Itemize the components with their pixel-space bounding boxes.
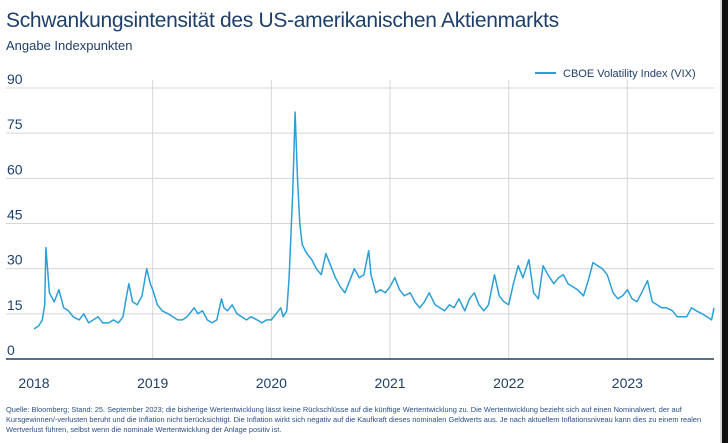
y-tick-label: 30: [7, 252, 23, 268]
y-tick-label: 75: [7, 116, 23, 132]
source-footnote: Quelle: Bloomberg; Stand: 25. September …: [6, 405, 702, 434]
chart-title: Schwankungsintensität des US-amerikanisc…: [6, 9, 559, 32]
legend-label: CBOE Volatility Index (VIX): [563, 68, 696, 80]
chart-subtitle: Angabe Indexpunkten: [6, 38, 133, 53]
legend: CBOE Volatility Index (VIX): [535, 68, 696, 80]
y-tick-labels: 0 15 30 45 60 75 90: [7, 71, 23, 358]
grid-lines: [6, 80, 714, 359]
x-tick-label: 2018: [18, 375, 49, 391]
vix-line-chart: 0 15 30 45 60 75 90 2018 2019 2020 2021 2022 2023 C…: [6, 68, 715, 391]
y-tick-label: 45: [7, 207, 23, 223]
y-tick-label: 0: [7, 342, 15, 358]
x-tick-label: 2023: [612, 375, 643, 391]
x-tick-labels: 2018 2019 2020 2021 2022 2023: [18, 375, 643, 391]
x-tick-label: 2019: [137, 375, 168, 391]
vix-series-line: [33, 111, 715, 330]
y-tick-label: 60: [7, 161, 23, 177]
x-tick-label: 2021: [374, 375, 405, 391]
x-tick-label: 2020: [256, 375, 287, 391]
y-tick-label: 90: [7, 71, 23, 87]
y-tick-label: 15: [7, 297, 23, 313]
x-tick-label: 2022: [493, 375, 524, 391]
